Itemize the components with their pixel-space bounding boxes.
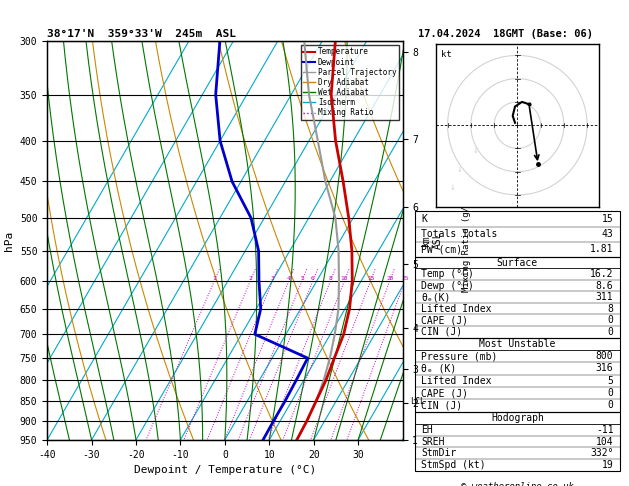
Text: Most Unstable: Most Unstable [479,339,555,348]
Text: 0: 0 [608,327,613,337]
Text: 332°: 332° [590,449,613,458]
Text: 0: 0 [608,388,613,398]
Text: Lifted Index: Lifted Index [421,376,492,386]
Text: 10: 10 [341,276,348,281]
Text: 5: 5 [608,376,613,386]
Text: Temp (°C): Temp (°C) [421,269,474,279]
Text: 17.04.2024  18GMT (Base: 06): 17.04.2024 18GMT (Base: 06) [418,29,593,39]
Text: -11: -11 [596,425,613,434]
Text: 311: 311 [596,292,613,302]
Text: 25: 25 [401,276,409,281]
Text: 5: 5 [300,276,304,281]
Text: 43: 43 [602,229,613,239]
Text: CIN (J): CIN (J) [421,327,462,337]
Text: 6: 6 [311,276,314,281]
Legend: Temperature, Dewpoint, Parcel Trajectory, Dry Adiabat, Wet Adiabat, Isotherm, Mi: Temperature, Dewpoint, Parcel Trajectory… [301,45,399,120]
X-axis label: Dewpoint / Temperature (°C): Dewpoint / Temperature (°C) [134,465,316,475]
Text: 1: 1 [213,276,216,281]
Text: 3: 3 [270,276,274,281]
Text: 8: 8 [328,276,332,281]
Text: 800: 800 [596,351,613,361]
Text: 0: 0 [608,400,613,411]
Text: CIN (J): CIN (J) [421,400,462,411]
Bar [415,337,620,412]
Text: © weatheronline.co.uk: © weatheronline.co.uk [461,482,574,486]
Text: ↓: ↓ [472,145,479,155]
Text: 38°17'N  359°33'W  245m  ASL: 38°17'N 359°33'W 245m ASL [47,29,236,39]
Bar [415,257,620,337]
Text: CAPE (J): CAPE (J) [421,315,468,325]
Text: ↓: ↓ [449,182,455,192]
Text: StmDir: StmDir [421,449,457,458]
Text: kt: kt [441,50,452,59]
Text: K: K [421,214,427,224]
Text: θₑ(K): θₑ(K) [421,292,450,302]
Bar [415,211,620,257]
Text: LCL: LCL [409,397,425,406]
Text: Lifted Index: Lifted Index [421,304,492,314]
Text: 8.6: 8.6 [596,281,613,291]
Text: Pressure (mb): Pressure (mb) [421,351,498,361]
Y-axis label: km
ASL: km ASL [421,232,443,249]
Text: Surface: Surface [497,258,538,268]
Text: CAPE (J): CAPE (J) [421,388,468,398]
Text: Totals Totals: Totals Totals [421,229,498,239]
Text: 15: 15 [367,276,374,281]
Text: PW (cm): PW (cm) [421,244,462,254]
Text: 20: 20 [386,276,394,281]
Text: 4: 4 [287,276,291,281]
Text: SREH: SREH [421,436,445,447]
Text: StmSpd (kt): StmSpd (kt) [421,460,486,470]
Bar [415,412,620,471]
Text: 8: 8 [608,304,613,314]
Text: 0: 0 [608,315,613,325]
Text: 19: 19 [602,460,613,470]
Text: EH: EH [421,425,433,434]
Text: Mixing Ratio (g/kg): Mixing Ratio (g/kg) [462,190,471,292]
Y-axis label: hPa: hPa [4,230,14,251]
Text: θₑ (K): θₑ (K) [421,364,457,373]
Text: Hodograph: Hodograph [491,413,544,423]
Text: Dewp (°C): Dewp (°C) [421,281,474,291]
Text: ↓: ↓ [456,164,462,174]
Text: 2: 2 [248,276,252,281]
Text: 15: 15 [602,214,613,224]
Text: 104: 104 [596,436,613,447]
Text: 1.81: 1.81 [590,244,613,254]
Text: 16.2: 16.2 [590,269,613,279]
Text: 316: 316 [596,364,613,373]
